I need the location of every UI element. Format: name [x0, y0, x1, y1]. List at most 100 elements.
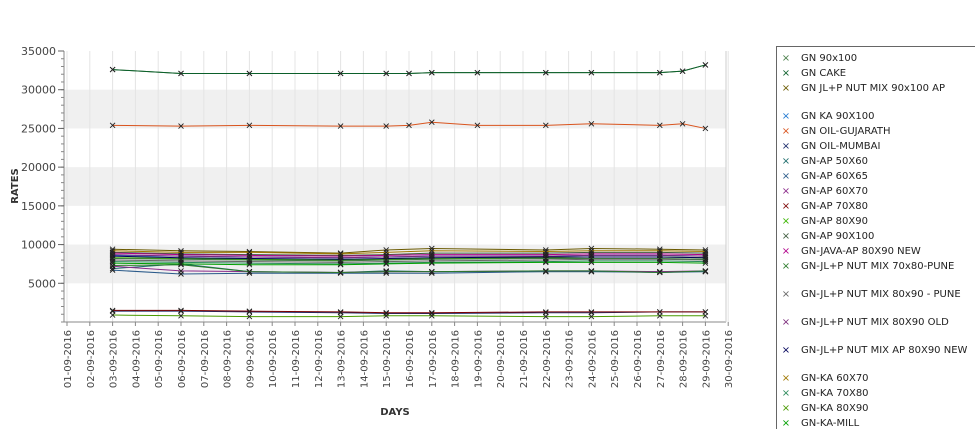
marker-stroke	[246, 309, 253, 315]
legend-marker-icon: ×	[781, 388, 791, 399]
marker-stroke	[702, 312, 709, 319]
data-point-marker	[542, 309, 549, 315]
marker-stroke	[428, 312, 435, 319]
x-tick-label: 05-09-2016	[154, 330, 165, 388]
legend-marker-icon: ×	[781, 141, 791, 152]
marker-stroke	[178, 249, 184, 256]
x-tick-label: 29-09-2016	[701, 330, 712, 388]
data-point-marker	[656, 268, 663, 275]
data-point-marker	[109, 122, 116, 129]
marker-stroke	[656, 269, 663, 276]
marker-stroke	[246, 122, 253, 129]
data-point-marker	[178, 312, 184, 319]
grid-band	[64, 167, 726, 206]
data-point-marker	[588, 255, 595, 262]
data-point-marker	[178, 308, 184, 314]
y-tick-label: 35000	[21, 45, 56, 58]
data-point-marker	[542, 248, 549, 255]
marker-stroke	[337, 258, 344, 264]
series-layer	[109, 62, 709, 320]
data-point-marker	[337, 269, 344, 276]
marker-stroke	[406, 70, 412, 77]
series-group	[109, 62, 709, 77]
axes	[63, 51, 727, 323]
x-tick-label: 17-09-2016	[428, 330, 439, 388]
data-point-marker	[109, 255, 116, 262]
legend-label: GN-AP 60X70	[801, 186, 868, 197]
marker-stroke	[428, 69, 435, 76]
data-point-marker	[383, 312, 390, 319]
marker-stroke	[109, 307, 116, 314]
series-line	[112, 247, 706, 254]
x-tick-label: 06-09-2016	[177, 330, 188, 388]
data-point-marker	[474, 69, 481, 76]
data-point-marker	[383, 123, 390, 129]
data-point-marker	[702, 256, 709, 263]
marker-stroke	[474, 69, 481, 76]
series-group	[109, 261, 709, 276]
legend-label: GN 90x100	[801, 53, 858, 64]
legend-marker-icon: ×	[781, 261, 791, 272]
data-point-marker	[109, 260, 116, 266]
data-point-marker	[383, 268, 390, 275]
marker-stroke	[246, 313, 253, 320]
series-line	[112, 260, 706, 265]
marker-stroke	[383, 247, 390, 253]
data-point-marker	[178, 70, 184, 77]
grid-band	[64, 89, 726, 129]
marker-stroke	[656, 69, 663, 76]
data-point-marker	[383, 268, 390, 274]
data-point-marker	[542, 313, 549, 320]
x-tick-label: 22-09-2016	[542, 330, 553, 388]
legend-label: GN-JAVA-AP 80X90 NEW	[801, 246, 921, 257]
data-point-marker	[246, 257, 253, 263]
x-tick-label: 26-09-2016	[633, 330, 644, 388]
marker-stroke	[109, 253, 116, 260]
data-point-marker	[246, 268, 253, 275]
x-tick-label: 16-09-2016	[405, 330, 416, 388]
marker-stroke	[178, 312, 184, 319]
data-point-marker	[588, 69, 595, 76]
data-point-marker	[428, 69, 435, 76]
marker-stroke	[656, 122, 663, 129]
x-tick-label: 18-09-2016	[451, 330, 462, 388]
x-tick-label: 03-09-2016	[109, 330, 120, 388]
data-point-marker	[337, 70, 344, 77]
legend-label: GN OIL-MUMBAI	[801, 141, 881, 152]
marker-stroke	[178, 70, 184, 77]
marker-stroke	[702, 248, 709, 255]
data-point-marker	[542, 253, 549, 260]
data-point-marker	[383, 310, 390, 317]
x-tick-label: 20-09-2016	[496, 330, 507, 388]
data-point-marker	[588, 120, 595, 127]
marker-stroke	[337, 270, 344, 277]
marker-stroke	[383, 310, 390, 317]
marker-stroke	[542, 122, 549, 129]
data-point-marker	[178, 249, 184, 256]
marker-stroke	[702, 268, 709, 275]
legend-label: GN-JL+P NUT MIX 70x80-PUNE	[801, 261, 955, 272]
y-axis-ticks: 5000 10000 15000 20000 25000 30000 35000	[21, 45, 64, 323]
series-line	[112, 264, 706, 273]
data-point-marker	[406, 122, 412, 129]
marker-stroke	[588, 268, 595, 274]
legend-marker-icon: ×	[781, 156, 791, 167]
series-group	[109, 312, 709, 320]
marker-stroke	[383, 312, 390, 319]
data-point-marker	[383, 70, 390, 77]
marker-stroke	[178, 256, 184, 263]
data-point-marker	[383, 247, 390, 253]
legend-label: GN-AP 80X90	[801, 216, 868, 227]
legend-label: GN JL+P NUT MIX 90x100 AP	[801, 83, 945, 94]
marker-stroke	[588, 313, 595, 320]
marker-stroke	[246, 70, 253, 77]
marker-stroke	[428, 256, 435, 263]
y-tick-label: 5000	[28, 277, 56, 290]
x-tick-label: 02-09-2016	[86, 330, 97, 388]
data-point-marker	[656, 247, 663, 254]
legend-marker-icon: ×	[781, 111, 791, 122]
data-point-marker	[542, 268, 549, 275]
legend-marker-icon: ×	[781, 418, 791, 429]
x-tick-label: 10-09-2016	[268, 330, 279, 388]
marker-stroke	[383, 268, 390, 274]
